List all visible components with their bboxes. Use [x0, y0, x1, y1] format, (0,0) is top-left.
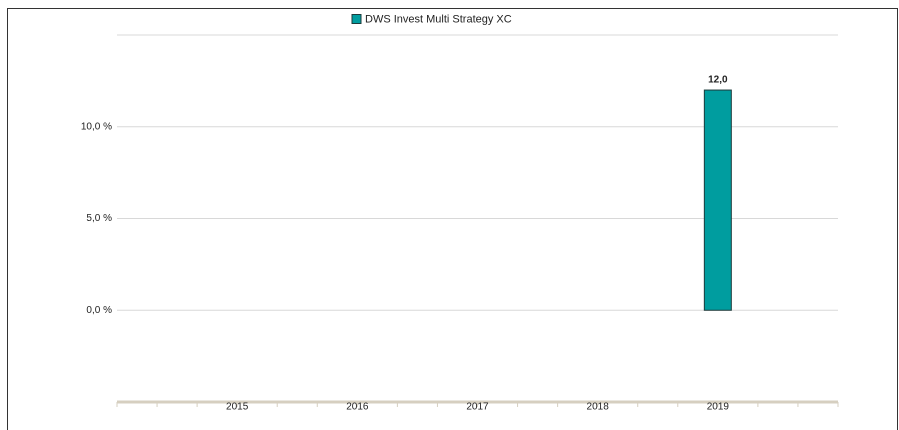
- value-label: 12,0: [708, 75, 728, 86]
- y-tick-label: 0,0 %: [86, 305, 112, 316]
- x-tick-label: 2015: [226, 402, 249, 413]
- y-tick-label: 5,0 %: [86, 213, 112, 224]
- legend-swatch: [351, 14, 362, 24]
- frame-gap: [838, 0, 899, 8]
- frame: [7, 8, 898, 430]
- x-tick-label: 2018: [587, 402, 610, 413]
- x-tick-label: 2016: [346, 402, 369, 413]
- bar: [703, 89, 732, 311]
- x-tick-label: 2017: [466, 402, 489, 413]
- x-tick-label: 2019: [707, 402, 730, 413]
- legend-label: DWS Invest Multi Strategy XC: [365, 13, 512, 25]
- y-tick-label: 10,0 %: [81, 121, 112, 132]
